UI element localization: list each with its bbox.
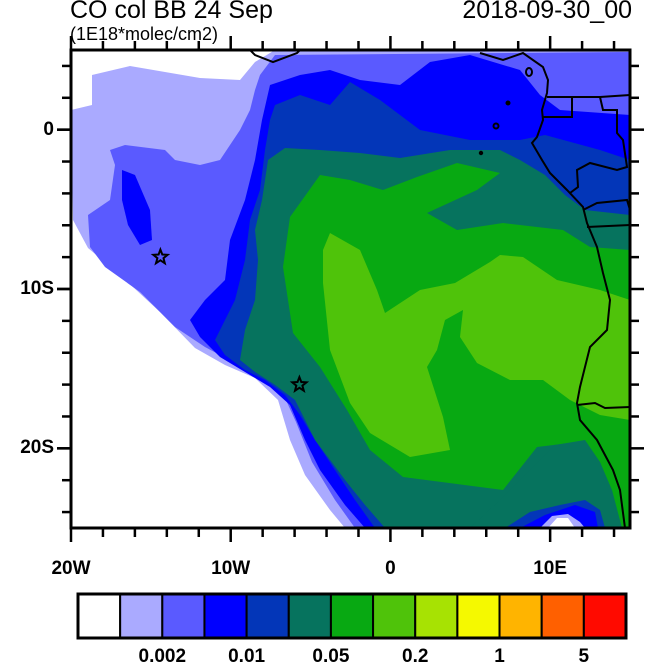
station-markers — [150, 246, 310, 393]
star-marker-icon — [289, 374, 310, 393]
colorbar-box — [329, 593, 375, 639]
contour-level-0-patch — [548, 518, 575, 528]
units-label: (1E18*molec/cm2) — [70, 24, 219, 44]
y-tick-label: 10S — [20, 278, 54, 299]
contour-fill — [71, 50, 630, 528]
x-tick-label: 10W — [211, 558, 251, 579]
x-tick-label: 0 — [385, 558, 396, 579]
colorbar-box — [245, 593, 290, 639]
colorbar-box — [119, 593, 164, 639]
colorbar-box — [287, 593, 332, 639]
colorbar-label: 0.05 — [312, 646, 350, 667]
contour-level-7 — [323, 233, 630, 457]
colorbar-label: 0.2 — [402, 646, 429, 667]
axis-ticks — [57, 36, 644, 542]
coastlines-and-borders — [249, 50, 630, 528]
colorbar-box — [582, 593, 627, 639]
colorbar-frame — [76, 592, 628, 640]
colorbar-box — [498, 593, 543, 639]
contour-level-3-patch — [122, 170, 152, 245]
y-tick-label: 20S — [20, 437, 54, 459]
plot-timestamp: 2018-09-30_00 — [462, 0, 632, 24]
contour-level-6 — [283, 163, 630, 528]
africa-coastline — [479, 51, 626, 528]
island-bioko — [525, 67, 533, 77]
colorbar-label: 0.01 — [228, 646, 266, 667]
plot-title: CO col BB 24 Sep — [70, 0, 273, 24]
colorbar-box — [77, 593, 122, 639]
y-tick-label: 0 — [43, 118, 54, 140]
colorbar-label: 1 — [494, 646, 505, 667]
colorbar-box — [456, 593, 501, 639]
x-tick-label: 10E — [533, 558, 568, 579]
colorbar-box — [414, 593, 459, 639]
star-marker-icon — [150, 246, 171, 266]
colorbar-label: 5 — [578, 646, 590, 667]
x-tick-label: 20W — [51, 558, 91, 579]
west-africa-coastline — [249, 50, 301, 64]
colorbar — [76, 592, 628, 640]
country-border — [586, 224, 630, 228]
island-sao-tome — [492, 122, 500, 130]
colorbar-box — [372, 593, 417, 639]
island-annobon — [478, 150, 484, 156]
country-border — [547, 94, 630, 98]
colorbar-box — [540, 593, 585, 639]
country-border — [543, 97, 573, 118]
island-principe — [505, 100, 511, 106]
angola-namibia-border — [576, 401, 630, 410]
country-border — [569, 96, 629, 194]
colorbar-box — [203, 593, 248, 639]
colorbar-box — [161, 593, 206, 639]
colorbar-label: 0.002 — [138, 646, 187, 667]
